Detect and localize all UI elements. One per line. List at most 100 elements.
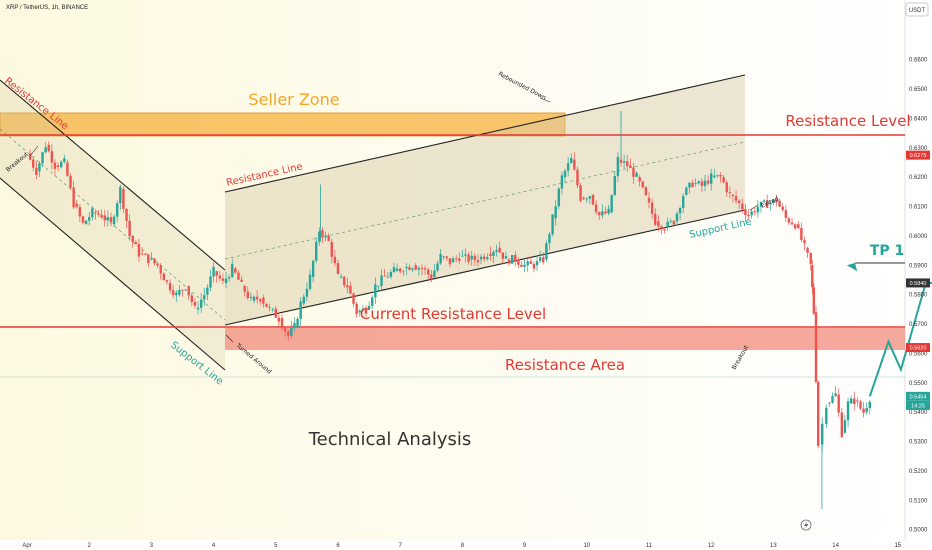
candle-body: [122, 188, 125, 209]
candle-body: [821, 423, 824, 445]
candle-body: [162, 273, 166, 281]
candle-body: [252, 296, 256, 301]
price-tick-label: 0.6200: [909, 175, 928, 181]
price-tag: [906, 343, 930, 353]
candle-body: [507, 259, 511, 264]
lightning-icon[interactable]: [800, 519, 812, 531]
currency-badge[interactable]: [905, 2, 929, 17]
candle-body: [106, 217, 110, 221]
candle-body: [283, 328, 287, 332]
candle-body: [374, 284, 377, 298]
candle-body: [224, 278, 228, 283]
candle-body: [408, 266, 411, 270]
candle-body: [523, 264, 526, 267]
time-tick-label: 2: [88, 543, 92, 549]
price-tag: [906, 391, 930, 401]
candle-body: [100, 214, 103, 218]
time-tick-label: 14: [832, 543, 839, 549]
candle-body: [94, 212, 97, 214]
time-axis[interactable]: [0, 540, 905, 550]
candle-body: [302, 296, 305, 304]
candle-body: [442, 256, 445, 258]
price-tick-label: 0.5000: [909, 528, 928, 534]
candle-body: [816, 381, 820, 446]
candle-body: [168, 282, 172, 291]
candle-body: [825, 407, 828, 424]
candle-body: [753, 211, 756, 213]
candle-body: [405, 266, 408, 269]
candle-body: [557, 188, 561, 207]
candle-body: [769, 202, 772, 204]
candle-body: [700, 181, 704, 186]
candle-body: [573, 159, 576, 170]
candle-body: [187, 285, 190, 296]
candle-body: [856, 400, 859, 402]
candle-body: [542, 257, 545, 263]
candle-body: [380, 275, 383, 286]
price-tick-label: 0.5200: [909, 469, 928, 475]
price-tick-label: 0.5500: [909, 381, 928, 387]
resistance-level-label: Resistance Level: [785, 112, 910, 130]
candle-body: [811, 265, 814, 288]
time-tick-label: 9: [523, 543, 527, 549]
candle-body: [349, 285, 352, 294]
candle-body: [731, 194, 735, 197]
candle-body: [305, 288, 309, 297]
candle-body: [691, 182, 694, 187]
price-tag-label: 14:25: [911, 403, 925, 409]
candle-body: [520, 264, 523, 267]
candle-body: [318, 231, 321, 242]
candle-body: [501, 252, 505, 259]
candle-body: [212, 266, 215, 277]
time-tick-label: 10: [583, 543, 590, 549]
candle-body: [787, 218, 791, 223]
candle-body: [697, 181, 700, 184]
candle-body: [315, 241, 318, 261]
time-tick-label: 11: [646, 543, 653, 549]
candle-body: [175, 292, 178, 296]
candle-body: [231, 263, 234, 278]
candle-body: [598, 212, 601, 216]
candle-body: [647, 197, 651, 203]
candle-body: [775, 199, 778, 203]
price-tick-label: 0.6400: [909, 116, 928, 122]
price-tick-label: 0.5700: [909, 322, 928, 328]
candle-body: [35, 167, 38, 176]
time-tick-label: 13: [770, 543, 777, 549]
candle-body: [103, 215, 106, 221]
price-tag: [906, 400, 930, 410]
price-tick-label: 0.5600: [909, 351, 928, 357]
candle-body: [734, 196, 738, 201]
candle-body: [741, 203, 744, 210]
candle-body: [616, 157, 620, 176]
candle-body: [243, 285, 246, 292]
candle-body: [467, 254, 470, 262]
candle-body: [426, 269, 430, 275]
price-axis[interactable]: [905, 0, 932, 550]
candle-body: [63, 158, 66, 162]
candle-body: [137, 244, 141, 257]
candle-body: [81, 216, 85, 223]
candle-body: [352, 293, 355, 304]
descending-channel: [0, 80, 225, 370]
candle-body: [53, 162, 57, 169]
time-tick-label: 15: [894, 543, 901, 549]
candle-body: [706, 180, 710, 184]
candle-body: [333, 256, 337, 264]
candle-body: [237, 272, 240, 280]
candle-body: [227, 277, 231, 279]
candle-body: [411, 268, 414, 270]
candle-body: [203, 295, 206, 300]
candle-body: [688, 182, 691, 188]
candle-body: [560, 175, 564, 189]
candle-body: [206, 287, 209, 295]
candle-body: [321, 230, 324, 238]
candle-body: [280, 318, 284, 329]
candle-body: [324, 235, 327, 238]
candle-body: [91, 208, 94, 218]
candle-body: [750, 211, 753, 216]
candle-body: [140, 253, 144, 255]
candle-body: [694, 183, 697, 184]
